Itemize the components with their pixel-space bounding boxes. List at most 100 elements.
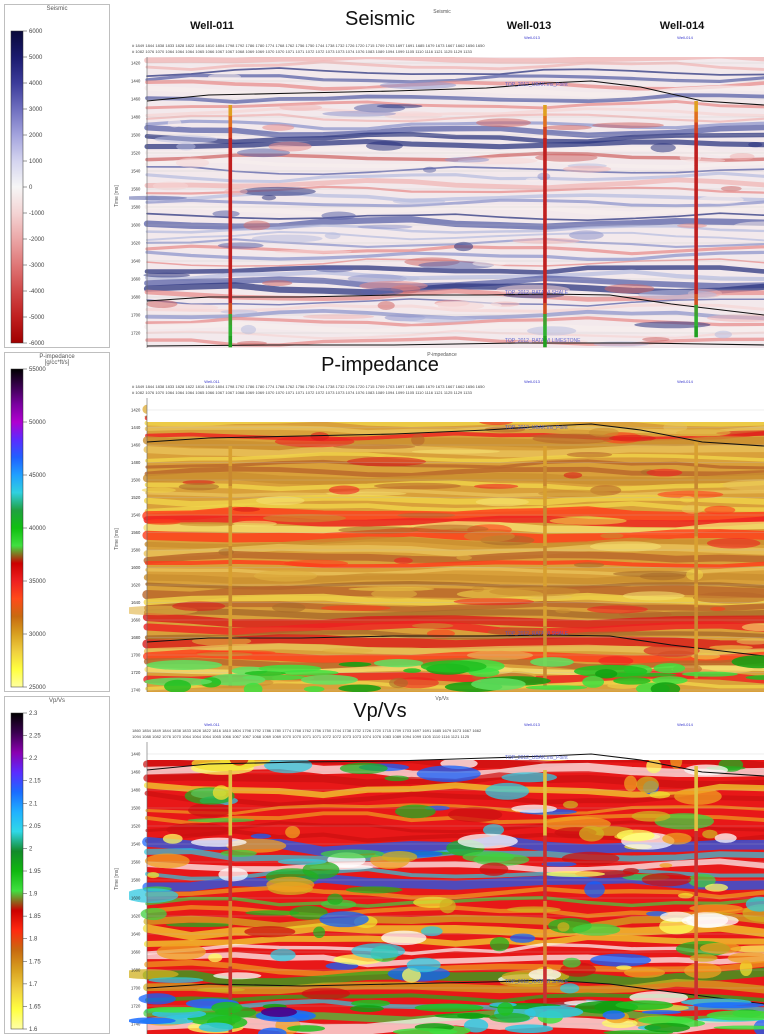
section-anomaly [303,686,325,692]
section-anomaly [662,832,692,845]
section-anomaly [474,483,519,489]
section-anomaly [720,185,742,192]
well-sublabel-well-013: Well-013 [524,35,540,40]
section-anomaly [675,428,731,437]
section-reflector [142,585,764,602]
section-anomaly [406,957,441,973]
section-anomaly [595,669,618,679]
section-anomaly [373,659,424,668]
section-anomaly [190,837,247,847]
section-anomaly [411,434,425,446]
well-log-segment [694,176,698,188]
section-anomaly [218,867,248,882]
time-tick-label: 1580 [131,878,141,883]
section-anomaly [448,807,503,823]
section-anomaly [636,776,659,793]
colorbar-scale: 2.3 2.25 2.2 2.15 2.1 2.05 2 1.95 1.9 1.85 1.8 1.75… [10,711,41,1033]
section-anomaly [679,496,695,503]
section-anomaly [463,1018,489,1033]
time-tick-label: 1460 [131,97,141,102]
well-log-segment [228,446,233,467]
section-reflector [142,436,764,451]
section-anomaly [729,152,755,161]
horizon-line [146,979,764,1005]
section-anomaly [322,110,396,117]
section-anomaly [389,677,409,689]
section-anomaly [244,926,296,938]
section-anomaly [511,804,557,813]
section-anomaly [568,230,604,240]
time-tick-label: 1540 [131,169,141,174]
well-log-segment [228,466,233,487]
well-log-segment [543,270,547,282]
time-tick-label: 1640 [131,600,141,605]
section-anomaly [615,1000,674,1010]
horizon-line [146,634,764,657]
section-anomaly [623,967,666,978]
well-log-segment [543,292,547,304]
colorbar-tick-label: 2.2 [29,756,38,762]
section-reflector [144,124,764,138]
section-anomaly [166,822,228,837]
section-reflector [145,459,764,470]
well-log-segment [694,251,698,263]
section-anomaly [322,648,374,654]
well-log-segment [694,536,698,561]
colorbar-tick-label: 1.9 [29,892,38,898]
section-anomaly [593,341,650,347]
section-anomaly [609,434,656,442]
section-anomaly [466,650,534,660]
time-tick-label: 1440 [131,752,141,757]
section-anomaly [489,586,581,597]
well-log-segment [543,646,547,667]
section-anomaly [745,675,764,680]
section-anomaly [232,506,260,512]
colorbar-tick-label: -3000 [29,263,45,269]
p-impedance-panel: P-impedance [g/cc*ft/s] 55000 50000 45000 4… [0,350,764,694]
colorbar-tick-label: 1.95 [29,869,41,875]
section-anomaly [261,1007,297,1017]
well-log-segment [228,259,233,271]
section-anomaly [659,863,673,868]
well-log-segment [694,489,698,514]
section-reflector [145,452,764,463]
section-anomaly [689,904,743,913]
well-log-segment [694,143,698,155]
section-anomaly [338,661,372,667]
section-anomaly [463,530,515,542]
vpvs-section-image: 1440 1460 1480 1500 1520 1540 1560 1580 1600 1620… [129,742,764,1034]
section-anomaly [684,962,722,979]
section-anomaly [328,485,360,495]
vpvs-panel: Vp/Vs 2.3 2.25 2.2 2.15 2.1 2.05 2 1.95 1.9 1.85 1… [0,694,764,1036]
time-tick-label: 1620 [131,914,141,919]
time-tick-label: 1740 [131,688,141,693]
colorbar-title: P-impedance [39,354,75,360]
section-anomaly [270,948,296,962]
time-tick-label: 1720 [131,1004,141,1009]
section-anomaly [402,967,421,983]
section-anomaly [275,249,352,254]
section-reflector [146,212,764,222]
section-anomaly [346,456,426,467]
time-tick-label: 1600 [131,565,141,570]
section-anomaly [196,651,253,657]
section-reflector [145,867,764,881]
horizon-line [146,753,764,777]
colorbar-tick-label: 2.05 [29,824,41,830]
trace-number-row: 1860 1854 1849 1844 1838 1833 1828 1822 … [132,728,482,733]
horizon-label: TOP_2012_UBAK.ms_Point [505,755,568,761]
section-anomaly [472,260,507,267]
section-anomaly [434,1013,491,1019]
section-anomaly [541,861,577,867]
section-anomaly [165,922,233,928]
section-anomaly [351,943,406,959]
section-anomaly [736,638,764,645]
well-log-segment [228,966,233,1033]
colorbar-tick-label: 50000 [29,420,46,426]
section-reflector [142,967,764,987]
horizon-line [146,342,764,347]
section-reflector [143,649,764,664]
colorbar-scale: 55000 50000 45000 40000 35000 30000 25000 [10,367,46,691]
section-anomaly [557,922,570,932]
section-reflector [144,265,764,275]
